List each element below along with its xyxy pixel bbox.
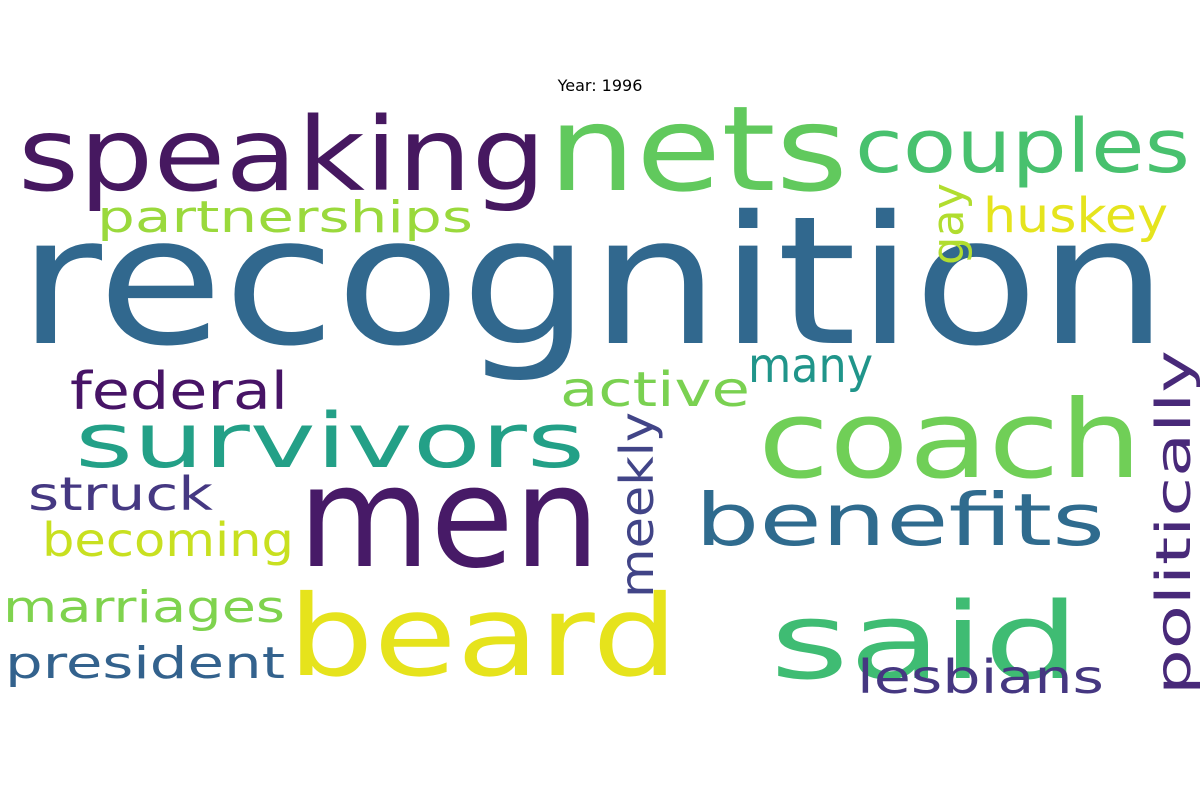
word-huskey: huskey [983,188,1168,244]
word-couples: couples [855,104,1190,190]
word-speaking: speaking [18,96,546,215]
word-nets: nets [548,80,848,218]
word-federal: federal [70,362,288,422]
word-partnerships: partnerships [97,192,473,243]
word-men: men [298,437,600,600]
word-benefits: benefits [695,478,1105,562]
chart-title: Year: 1996 [557,76,643,95]
word-becoming: becoming [42,513,294,567]
word-gay: gay [923,183,974,265]
word-meekly: meekly [610,412,664,598]
word-struck: struck [28,467,213,521]
word-marriages: marriages [3,582,285,633]
word-survivors: survivors [75,396,585,485]
word-many: many [748,338,873,394]
word-recognition: recognition [18,178,1168,385]
word-said: said [770,580,1080,703]
word-coach: coach [758,378,1142,503]
word-president: president [5,638,285,689]
word-politically: politically [1146,350,1200,695]
word-beard: beard [288,572,678,702]
word-active: active [560,362,750,418]
word-lesbians: lesbians [857,650,1104,704]
